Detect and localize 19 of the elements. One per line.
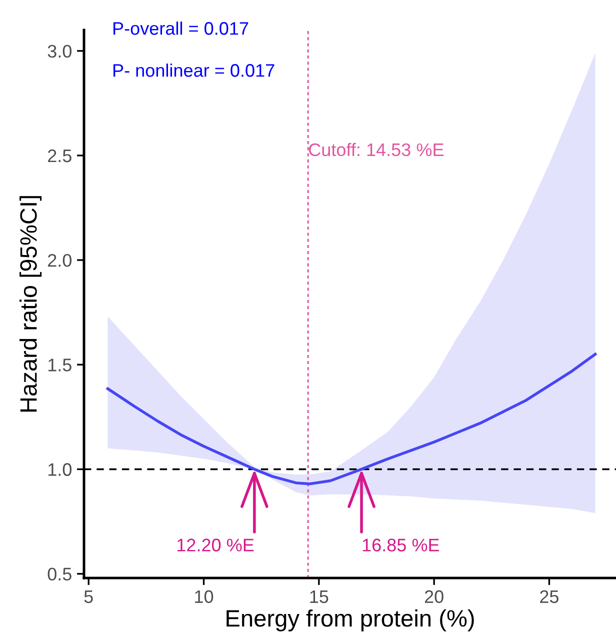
annotation: 12.20 %E bbox=[178, 538, 254, 552]
y-tick-label: 1.5 bbox=[48, 358, 72, 372]
annotation: P- nonlinear = 0.017 bbox=[113, 64, 274, 77]
x-tick-label: 5 bbox=[84, 590, 93, 604]
y-tick-label: 2.0 bbox=[48, 254, 72, 267]
y-tick-label: 0.5 bbox=[48, 568, 72, 581]
x-tick-label: 20 bbox=[424, 590, 444, 604]
x-tick-label: 25 bbox=[540, 590, 558, 604]
x-tick-label: 10 bbox=[195, 590, 214, 604]
y-axis-title: Hazard ratio [95%CI] bbox=[20, 196, 42, 412]
y-tick-label: 2.5 bbox=[48, 149, 72, 162]
ref-line-label: Cutoff: 14.53 %E bbox=[309, 142, 444, 156]
annotation: 16.85 %E bbox=[362, 538, 440, 552]
line-series bbox=[106, 352, 597, 486]
annotation: P-overall = 0.017 bbox=[113, 22, 248, 35]
x-axis-title: Energy from protein (%) bbox=[226, 609, 474, 632]
x-tick-label: 15 bbox=[310, 590, 328, 604]
y-tick-label: 3.0 bbox=[48, 44, 72, 58]
y-tick-label: 1.0 bbox=[48, 463, 72, 476]
